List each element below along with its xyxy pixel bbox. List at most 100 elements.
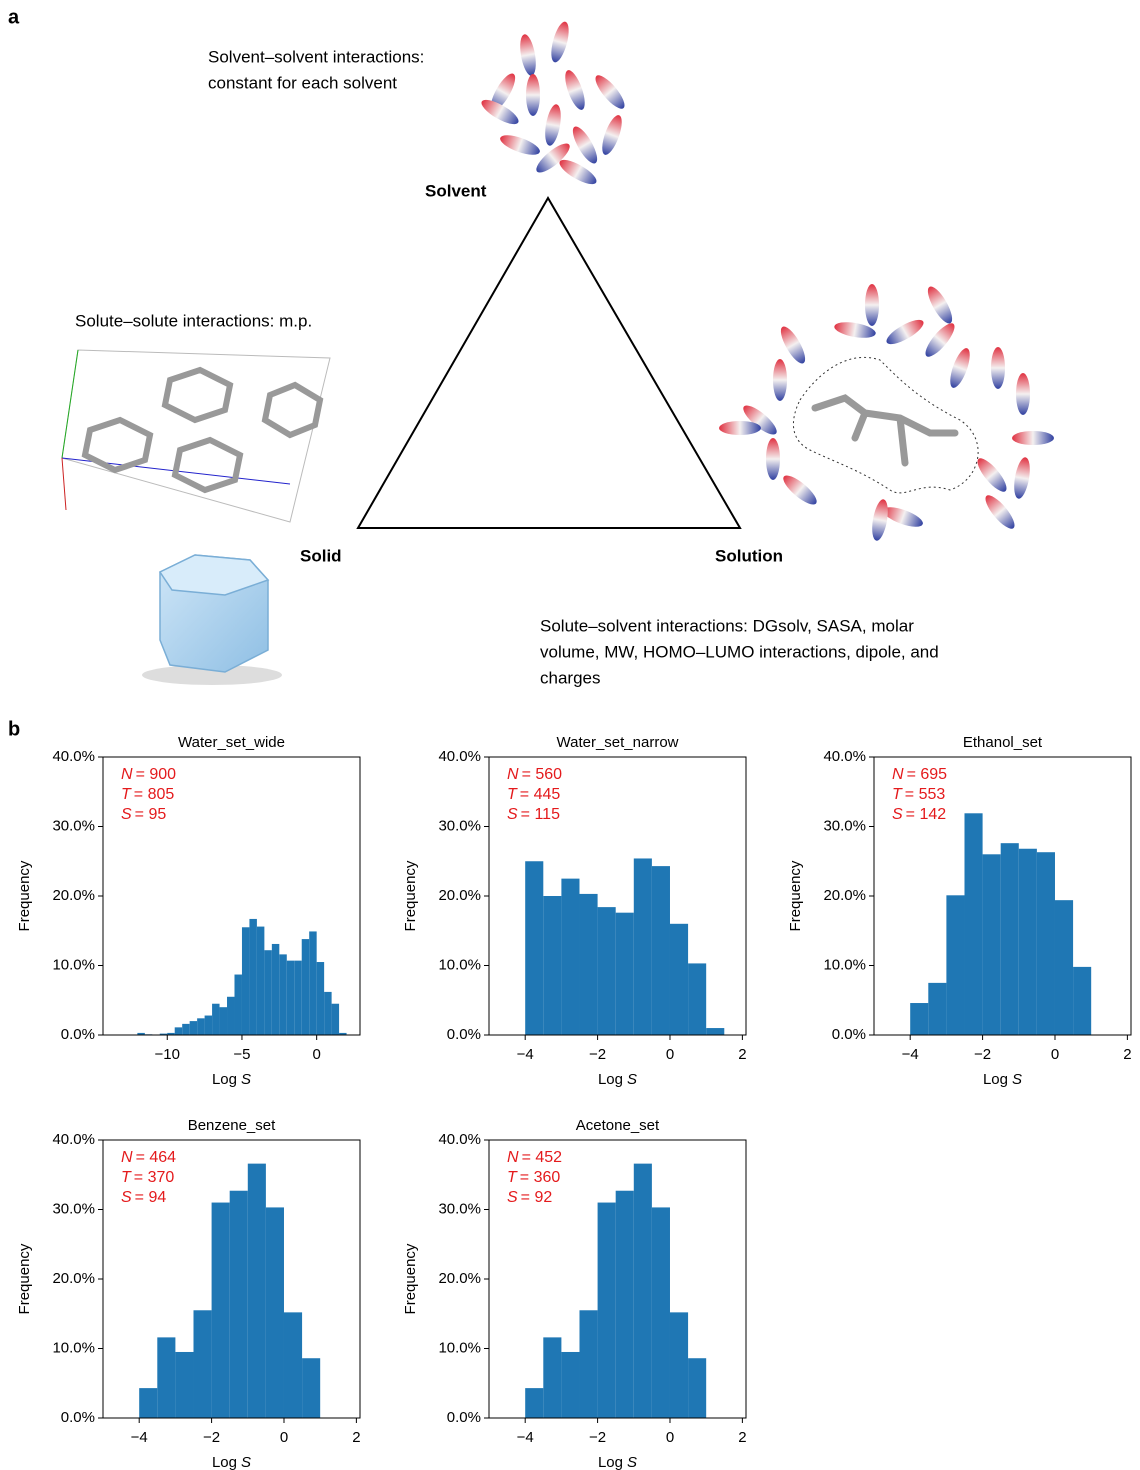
panel-label: b	[8, 718, 20, 740]
bar	[309, 931, 316, 1035]
y-tick-label: 0.0%	[447, 1026, 481, 1043]
solvent-molecule	[991, 347, 1005, 389]
y-tick-label: 0.0%	[832, 1026, 866, 1043]
stat-symbol: S	[892, 806, 903, 823]
bar	[212, 1203, 230, 1418]
solvent-molecule	[865, 284, 879, 326]
y-tick-label: 40.0%	[438, 1131, 481, 1148]
y-tick-label: 20.0%	[52, 887, 95, 904]
solvent-molecule	[981, 491, 1019, 532]
solvent-molecule	[1016, 373, 1030, 415]
bar	[212, 1004, 219, 1035]
bar	[272, 944, 279, 1035]
stat-annotation: T= 445	[507, 786, 560, 803]
solvent-molecule	[548, 20, 572, 64]
y-tick-label: 30.0%	[438, 817, 481, 834]
bar	[983, 854, 1001, 1035]
bar	[266, 1207, 284, 1418]
caption: charges	[540, 668, 600, 687]
bar	[139, 1388, 157, 1418]
solvent-molecule	[779, 471, 820, 509]
bar	[294, 961, 301, 1035]
stat-annotation: S= 92	[507, 1189, 552, 1206]
bar	[579, 894, 597, 1035]
bar	[175, 1027, 182, 1035]
x-tick-label: −4	[517, 1046, 534, 1063]
x-tick-label: 2	[738, 1429, 746, 1446]
bar	[688, 1358, 706, 1418]
stat-annotation: S= 115	[507, 806, 560, 823]
bar	[302, 939, 309, 1035]
x-tick-label: −4	[517, 1429, 534, 1446]
y-tick-label: 10.0%	[52, 956, 95, 973]
y-axis-label: Frequency	[787, 860, 804, 931]
x-tick-label: −2	[589, 1429, 606, 1446]
bar	[561, 1352, 579, 1418]
stat-annotation: T= 370	[121, 1169, 174, 1186]
stat-text: = 142	[906, 806, 947, 823]
bar	[220, 1007, 227, 1035]
bar	[706, 1028, 724, 1035]
stat-annotation: N= 452	[507, 1149, 562, 1166]
stat-symbol: N	[121, 766, 133, 783]
stat-symbol: T	[121, 1169, 132, 1186]
bar	[197, 1018, 204, 1035]
panel-label: a	[8, 6, 20, 28]
y-axis-label: Frequency	[402, 1243, 419, 1314]
vertex-label: Solvent	[425, 181, 487, 200]
bar	[928, 983, 946, 1035]
bar	[1001, 843, 1019, 1035]
bar	[287, 961, 294, 1035]
bar	[227, 997, 234, 1035]
solvent-molecule	[517, 33, 538, 77]
solvent-molecule	[526, 74, 540, 116]
chart-title: Water_set_narrow	[557, 734, 679, 751]
x-axis-label-var: S	[241, 1454, 251, 1470]
bar	[634, 858, 652, 1035]
caption: Solute–solvent interactions: DGsolv, SAS…	[540, 616, 914, 635]
x-tick-label: −2	[589, 1046, 606, 1063]
stat-text: = 805	[134, 786, 175, 803]
caption: volume, MW, HOMO–LUMO interactions, dipo…	[540, 642, 939, 661]
stat-annotation: T= 553	[892, 786, 945, 803]
stat-annotation: N= 560	[507, 766, 562, 783]
y-tick-label: 0.0%	[447, 1409, 481, 1426]
solute-molecule	[793, 357, 978, 492]
stat-text: = 370	[134, 1169, 175, 1186]
x-tick-label: −4	[131, 1429, 148, 1446]
x-axis-label-var: S	[627, 1071, 637, 1088]
vertex-label: Solution	[715, 546, 783, 565]
chart-title: Water_set_wide	[178, 734, 285, 751]
solvent-molecule	[973, 454, 1011, 495]
stat-text: = 452	[522, 1149, 563, 1166]
triangle	[358, 198, 740, 528]
y-tick-label: 10.0%	[438, 956, 481, 973]
x-tick-label: 0	[666, 1429, 674, 1446]
stat-annotation: T= 805	[121, 786, 174, 803]
y-tick-label: 30.0%	[823, 817, 866, 834]
stat-symbol: T	[507, 1169, 518, 1186]
y-tick-label: 20.0%	[438, 1270, 481, 1287]
x-tick-label: 2	[352, 1429, 360, 1446]
bar	[182, 1024, 189, 1035]
y-tick-label: 40.0%	[438, 748, 481, 765]
y-axis-label: Frequency	[16, 1243, 33, 1314]
x-axis-label: LogS	[983, 1071, 1022, 1088]
bar	[616, 1191, 634, 1418]
x-tick-label: −10	[155, 1046, 180, 1063]
y-tick-label: 30.0%	[52, 1200, 95, 1217]
x-axis-label-text: Log	[983, 1071, 1008, 1088]
bar	[234, 975, 241, 1035]
stat-text: = 695	[907, 766, 948, 783]
bar	[525, 861, 543, 1035]
x-tick-label: −2	[974, 1046, 991, 1063]
stat-symbol: S	[121, 806, 132, 823]
bar	[670, 1312, 688, 1418]
bar	[561, 879, 579, 1035]
chart-title: Acetone_set	[576, 1117, 660, 1134]
bar	[284, 1312, 302, 1418]
x-axis-label: LogS	[212, 1454, 251, 1470]
bar	[1037, 852, 1055, 1035]
bar	[946, 895, 964, 1035]
